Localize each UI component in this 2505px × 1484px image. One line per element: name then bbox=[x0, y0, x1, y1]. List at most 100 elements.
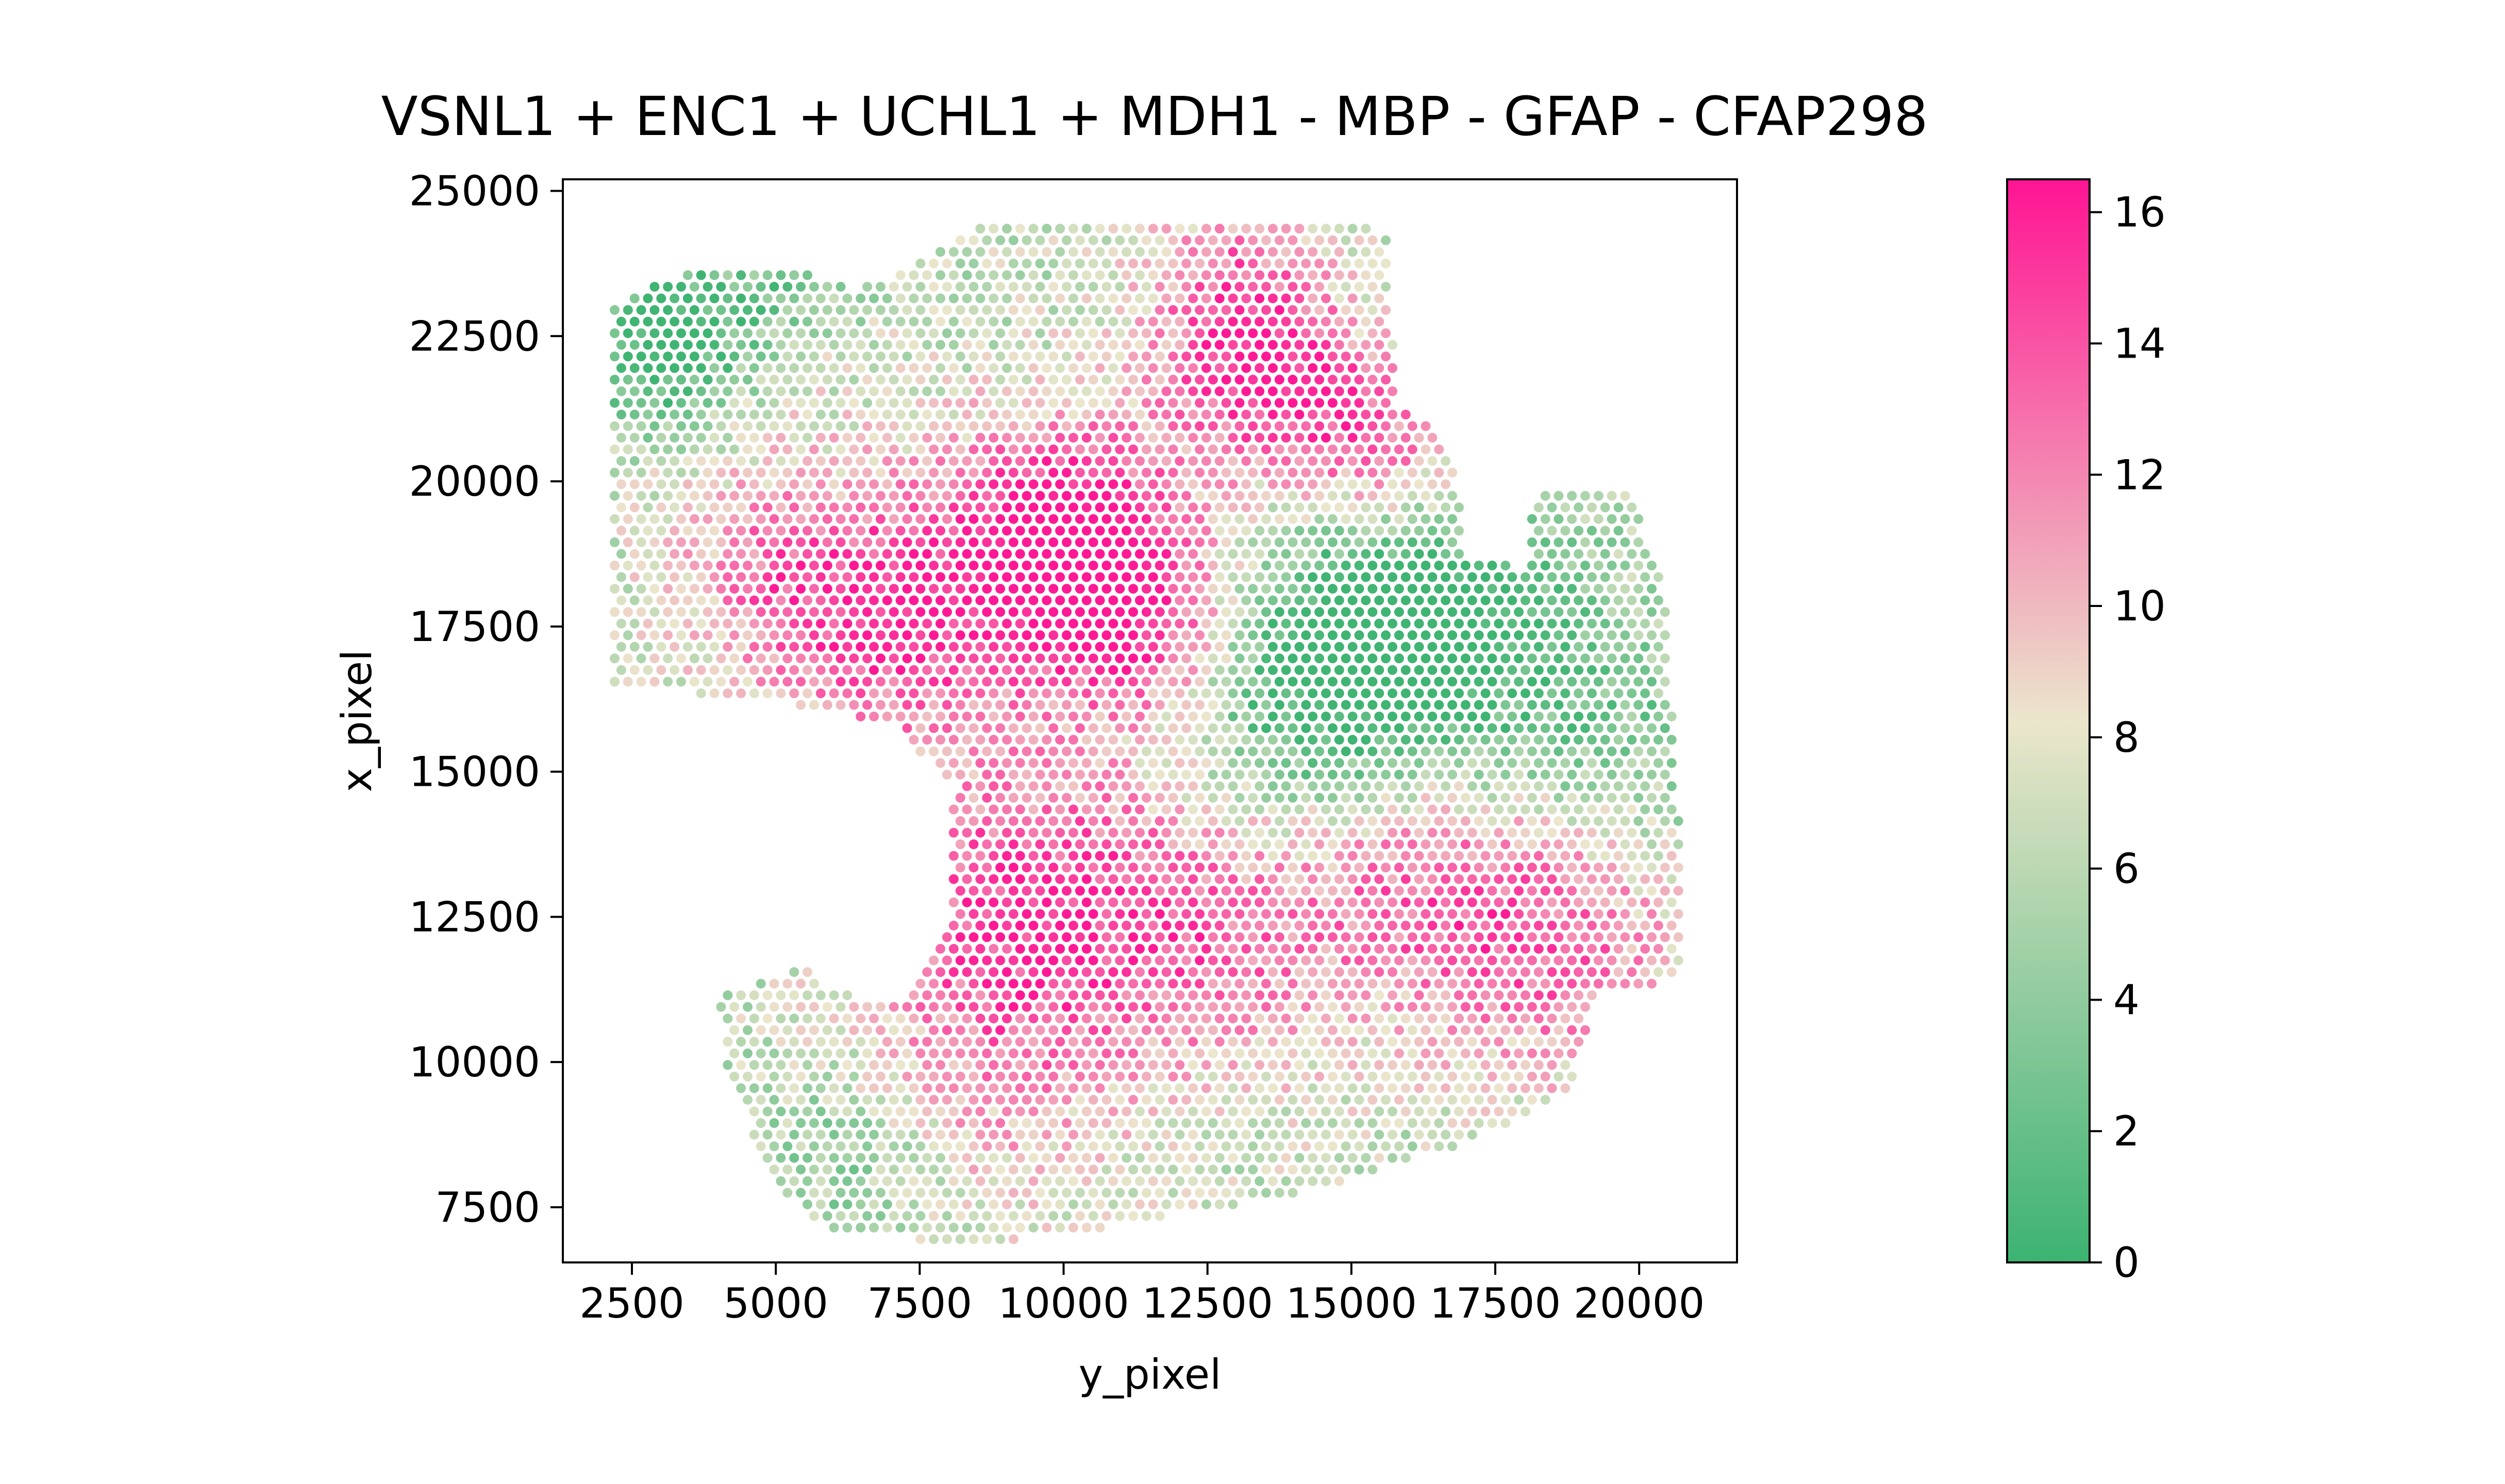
spot bbox=[815, 572, 826, 582]
spot bbox=[1341, 1094, 1351, 1105]
spot bbox=[948, 340, 959, 350]
spot bbox=[815, 502, 826, 513]
spot bbox=[1540, 584, 1550, 594]
spot bbox=[815, 386, 826, 396]
spot bbox=[842, 340, 853, 350]
spot bbox=[962, 897, 972, 907]
spot bbox=[1248, 792, 1258, 803]
spot bbox=[1261, 1002, 1271, 1012]
spot bbox=[955, 328, 965, 339]
spot bbox=[1234, 979, 1245, 989]
spot bbox=[1088, 1071, 1098, 1082]
spot bbox=[1075, 723, 1085, 733]
spot bbox=[1048, 816, 1059, 826]
spot bbox=[875, 1048, 886, 1058]
spot bbox=[1155, 839, 1165, 849]
spot bbox=[1580, 607, 1590, 617]
spot bbox=[1248, 723, 1258, 733]
spot bbox=[803, 1037, 812, 1047]
spot bbox=[1400, 967, 1411, 977]
spot bbox=[1388, 618, 1397, 629]
spot bbox=[1314, 351, 1325, 362]
spot bbox=[955, 1071, 965, 1082]
spot bbox=[1288, 561, 1298, 570]
spot bbox=[1128, 1141, 1138, 1152]
spot bbox=[1188, 781, 1198, 791]
spot bbox=[1234, 282, 1245, 292]
spot bbox=[1633, 979, 1644, 989]
spot bbox=[1081, 804, 1092, 815]
spot bbox=[862, 398, 873, 408]
spot bbox=[1334, 479, 1344, 490]
spot bbox=[1567, 839, 1577, 849]
spot bbox=[1248, 1118, 1258, 1128]
spot bbox=[1101, 979, 1112, 989]
spot bbox=[1294, 874, 1305, 884]
spot bbox=[789, 1129, 799, 1140]
spot bbox=[968, 398, 979, 408]
spot bbox=[610, 351, 620, 362]
spot bbox=[769, 282, 779, 292]
spot bbox=[782, 1048, 793, 1058]
spot bbox=[1161, 1199, 1172, 1209]
spot bbox=[889, 1048, 899, 1058]
spot bbox=[1460, 955, 1471, 966]
spot bbox=[723, 433, 733, 443]
spot bbox=[623, 561, 633, 570]
spot bbox=[616, 572, 626, 582]
spot bbox=[1148, 340, 1158, 350]
spot bbox=[1195, 979, 1205, 989]
spot bbox=[1567, 630, 1577, 640]
spot bbox=[1201, 572, 1211, 582]
spot bbox=[796, 444, 806, 454]
spot bbox=[1441, 1014, 1451, 1024]
spot bbox=[749, 1129, 759, 1140]
spot bbox=[1288, 909, 1298, 919]
spot bbox=[1234, 375, 1245, 385]
spot bbox=[1168, 630, 1178, 640]
spot bbox=[1122, 967, 1132, 977]
spot bbox=[849, 514, 859, 524]
spot bbox=[1281, 479, 1291, 490]
spot bbox=[1633, 886, 1644, 896]
spot bbox=[1208, 886, 1218, 896]
spot bbox=[1321, 363, 1331, 373]
spot bbox=[936, 363, 945, 373]
spot bbox=[982, 723, 992, 733]
spot bbox=[1381, 955, 1391, 966]
spot bbox=[1620, 932, 1630, 942]
spot bbox=[948, 410, 959, 419]
spot bbox=[1327, 677, 1338, 687]
spot bbox=[1234, 491, 1245, 501]
spot bbox=[869, 293, 879, 303]
spot bbox=[616, 433, 626, 443]
spot bbox=[769, 1118, 779, 1128]
spot bbox=[1248, 607, 1258, 617]
spot bbox=[649, 537, 660, 547]
spot bbox=[1308, 688, 1318, 698]
spot bbox=[1281, 410, 1291, 419]
spot bbox=[962, 1129, 972, 1140]
spot bbox=[895, 572, 906, 582]
spot bbox=[1441, 479, 1451, 490]
spot bbox=[1281, 1037, 1291, 1047]
spot bbox=[736, 1060, 746, 1070]
spot bbox=[1600, 618, 1610, 629]
spot bbox=[1314, 282, 1325, 292]
spot bbox=[1208, 398, 1218, 408]
spot bbox=[968, 1048, 979, 1058]
spot bbox=[948, 433, 959, 443]
spot bbox=[1155, 1002, 1165, 1012]
spot bbox=[1195, 491, 1205, 501]
spot bbox=[955, 444, 965, 454]
spot bbox=[889, 1071, 899, 1082]
spot bbox=[1028, 386, 1039, 396]
spot bbox=[995, 863, 1006, 873]
spot bbox=[1008, 1002, 1018, 1012]
spot bbox=[1327, 537, 1338, 547]
spot bbox=[1042, 1106, 1052, 1117]
spot bbox=[1122, 1014, 1132, 1024]
spot bbox=[749, 340, 759, 350]
spot bbox=[1361, 967, 1371, 977]
spot bbox=[1454, 1060, 1464, 1070]
